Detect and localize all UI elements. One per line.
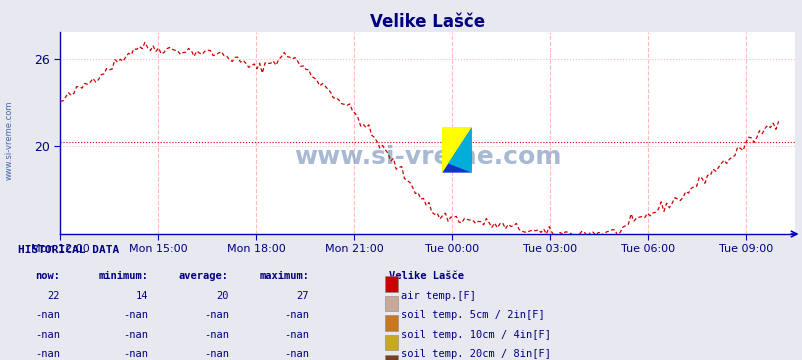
Text: soil temp. 10cm / 4in[F]: soil temp. 10cm / 4in[F] bbox=[400, 330, 550, 340]
Text: www.si-vreme.com: www.si-vreme.com bbox=[5, 101, 14, 180]
Text: Velike Lašče: Velike Lašče bbox=[389, 271, 464, 281]
Text: maximum:: maximum: bbox=[259, 271, 309, 281]
Text: -nan: -nan bbox=[124, 310, 148, 320]
Text: 14: 14 bbox=[136, 291, 148, 301]
Polygon shape bbox=[442, 127, 471, 173]
Polygon shape bbox=[448, 127, 471, 173]
Text: -nan: -nan bbox=[124, 330, 148, 340]
Bar bbox=[385, 355, 398, 360]
Text: -nan: -nan bbox=[204, 330, 229, 340]
Text: -nan: -nan bbox=[284, 330, 309, 340]
Bar bbox=[385, 276, 398, 292]
Text: -nan: -nan bbox=[204, 310, 229, 320]
Text: 27: 27 bbox=[296, 291, 309, 301]
Text: www.si-vreme.com: www.si-vreme.com bbox=[294, 145, 561, 170]
Text: 22: 22 bbox=[47, 291, 60, 301]
Text: now:: now: bbox=[35, 271, 60, 281]
Text: -nan: -nan bbox=[204, 349, 229, 359]
Text: -nan: -nan bbox=[35, 310, 60, 320]
Polygon shape bbox=[442, 127, 471, 173]
Bar bbox=[385, 296, 398, 311]
Title: Velike Lašče: Velike Lašče bbox=[370, 13, 484, 31]
Bar bbox=[385, 335, 398, 351]
Text: -nan: -nan bbox=[284, 349, 309, 359]
Text: average:: average: bbox=[179, 271, 229, 281]
Text: -nan: -nan bbox=[124, 349, 148, 359]
Text: -nan: -nan bbox=[284, 310, 309, 320]
Text: -nan: -nan bbox=[35, 349, 60, 359]
Text: HISTORICAL DATA: HISTORICAL DATA bbox=[18, 245, 119, 255]
Text: minimum:: minimum: bbox=[99, 271, 148, 281]
Text: -nan: -nan bbox=[35, 330, 60, 340]
Text: 20: 20 bbox=[216, 291, 229, 301]
Text: soil temp. 20cm / 8in[F]: soil temp. 20cm / 8in[F] bbox=[400, 349, 550, 359]
Bar bbox=[385, 315, 398, 331]
Text: soil temp. 5cm / 2in[F]: soil temp. 5cm / 2in[F] bbox=[400, 310, 544, 320]
Text: air temp.[F]: air temp.[F] bbox=[400, 291, 475, 301]
